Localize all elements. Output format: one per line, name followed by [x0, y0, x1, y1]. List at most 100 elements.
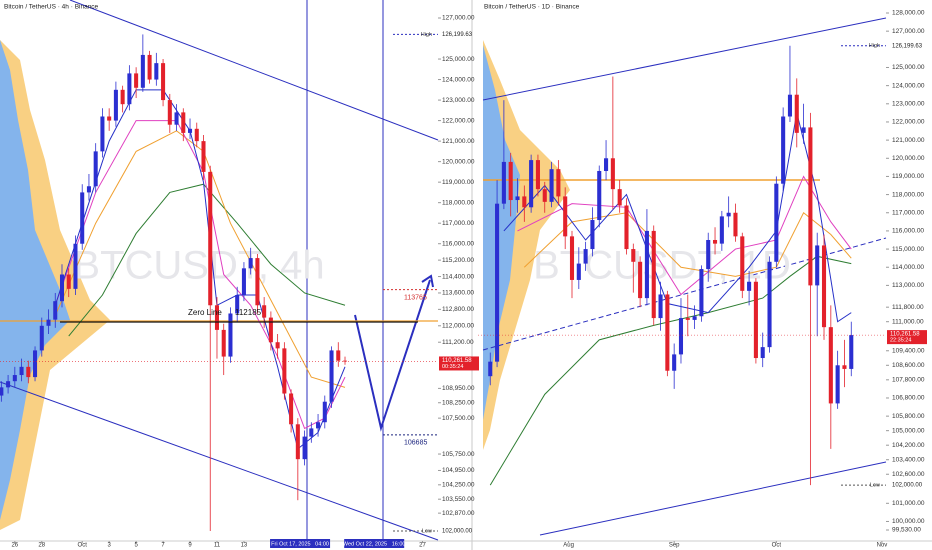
candle-body	[733, 212, 738, 237]
y-tick-label: 121,000.00	[442, 138, 475, 145]
candle-body	[740, 236, 745, 291]
candle-body	[563, 196, 568, 237]
candle-body	[501, 161, 506, 204]
candle-body	[842, 365, 847, 369]
candle-body	[53, 301, 58, 320]
x-tick-label: 28	[38, 543, 45, 549]
candle-body	[624, 205, 629, 250]
candle-body	[665, 294, 670, 371]
candle-body	[309, 428, 314, 437]
x-tick-label: Sep	[669, 543, 680, 549]
moving-average	[503, 112, 852, 323]
candle-body	[821, 245, 827, 328]
moving-average	[523, 211, 852, 277]
x-tick-label: 3	[107, 543, 111, 549]
candle-body	[808, 127, 813, 286]
y-tick-label: 101,000.00	[892, 500, 925, 507]
candle-body	[255, 258, 260, 306]
y-tick-label: 104,200.00	[892, 442, 925, 449]
y-tick-label: 120,000.00	[892, 155, 925, 162]
price-marker-value: 102,000.00	[892, 483, 923, 489]
candle-body	[127, 73, 132, 105]
last-price-tag	[439, 356, 479, 371]
candle-body	[248, 258, 253, 269]
candle-body	[26, 366, 31, 378]
candle-body	[302, 436, 307, 460]
candle-body	[39, 325, 44, 351]
candle-body	[174, 112, 179, 125]
candle-body	[631, 249, 636, 262]
candle-body	[747, 281, 752, 291]
candle-body	[113, 89, 118, 121]
y-tick-label: 117,000.00	[442, 220, 474, 227]
y-tick-label: 114,400.00	[442, 273, 474, 280]
candle-body	[342, 360, 348, 362]
price-marker-label: High	[421, 32, 432, 38]
y-tick-label: 119,000.00	[892, 173, 924, 180]
price-marker-value: 126,199.63	[442, 32, 473, 38]
level-value: 112185	[235, 308, 262, 317]
candle-body	[569, 236, 575, 280]
candle-body	[488, 361, 493, 377]
y-tick-label: 128,000.00	[892, 10, 925, 17]
watermark: BTCUSDT, 1D	[533, 244, 791, 288]
candle-body	[495, 203, 500, 362]
candle-body	[154, 63, 159, 80]
y-tick-label: 115,200.00	[442, 257, 474, 264]
candle-body	[59, 274, 65, 302]
candle-body	[604, 158, 609, 171]
candle-body	[508, 161, 513, 201]
candle-body	[167, 100, 172, 125]
x-tick-label: Aug	[563, 543, 574, 549]
candle-body	[316, 422, 321, 429]
y-tick-label: 115,000.00	[892, 246, 924, 253]
x-tick-label: Oct	[78, 543, 88, 549]
candle-body	[556, 169, 561, 197]
candle-body	[214, 305, 219, 330]
candle-body	[529, 160, 534, 208]
y-tick-label: 123,000.00	[442, 97, 475, 104]
candle-body	[0, 387, 4, 396]
y-tick-label: 108,950.00	[442, 385, 475, 392]
y-tick-label: 112,800.00	[442, 306, 474, 313]
candle-body	[515, 196, 520, 201]
candle-body	[549, 169, 554, 202]
candle-body	[781, 116, 786, 184]
candle-body	[268, 317, 273, 343]
y-tick-label: 122,000.00	[892, 119, 925, 126]
last-price-value: 110,261.58	[890, 332, 920, 338]
y-tick-label: 125,000.00	[892, 64, 925, 71]
candle-body	[93, 151, 98, 187]
candle-body	[610, 158, 615, 190]
x-tick-label: 11	[214, 543, 221, 549]
candle-body	[12, 375, 17, 382]
price-marker-value: 102,000.00	[442, 529, 473, 535]
chart-title: Bitcoin / TetherUS · 1D · Binance	[484, 4, 580, 11]
candle-body	[188, 128, 193, 133]
candle-body	[147, 54, 152, 80]
y-tick-label: 105,750.00	[442, 451, 475, 458]
x-tick-label: 27	[419, 543, 426, 549]
candle-body	[46, 319, 51, 326]
candle-body	[849, 335, 854, 369]
y-tick-label: 124,000.00	[442, 76, 475, 83]
moving-average	[517, 175, 852, 296]
candle-body	[597, 170, 602, 221]
y-tick-label: 103,400.00	[892, 456, 925, 463]
x-tick-label: 9	[188, 543, 192, 549]
candle-body	[66, 274, 71, 289]
candle-body	[828, 327, 833, 404]
cursor-tag	[344, 539, 405, 548]
candle-body	[835, 365, 840, 404]
candle-body	[120, 89, 125, 105]
candle-body	[685, 318, 690, 320]
y-tick-label: 102,600.00	[892, 471, 925, 478]
y-tick-label: 111,200.00	[442, 339, 474, 346]
candle-body	[706, 239, 711, 270]
y-tick-label: 125,000.00	[442, 56, 475, 63]
volume-profile-right	[483, 40, 570, 450]
y-tick-label: 113,600.00	[442, 290, 474, 297]
price-marker-value: 126,199.63	[892, 43, 923, 49]
candle-body	[275, 342, 280, 349]
price-marker-label: Low	[422, 528, 432, 534]
